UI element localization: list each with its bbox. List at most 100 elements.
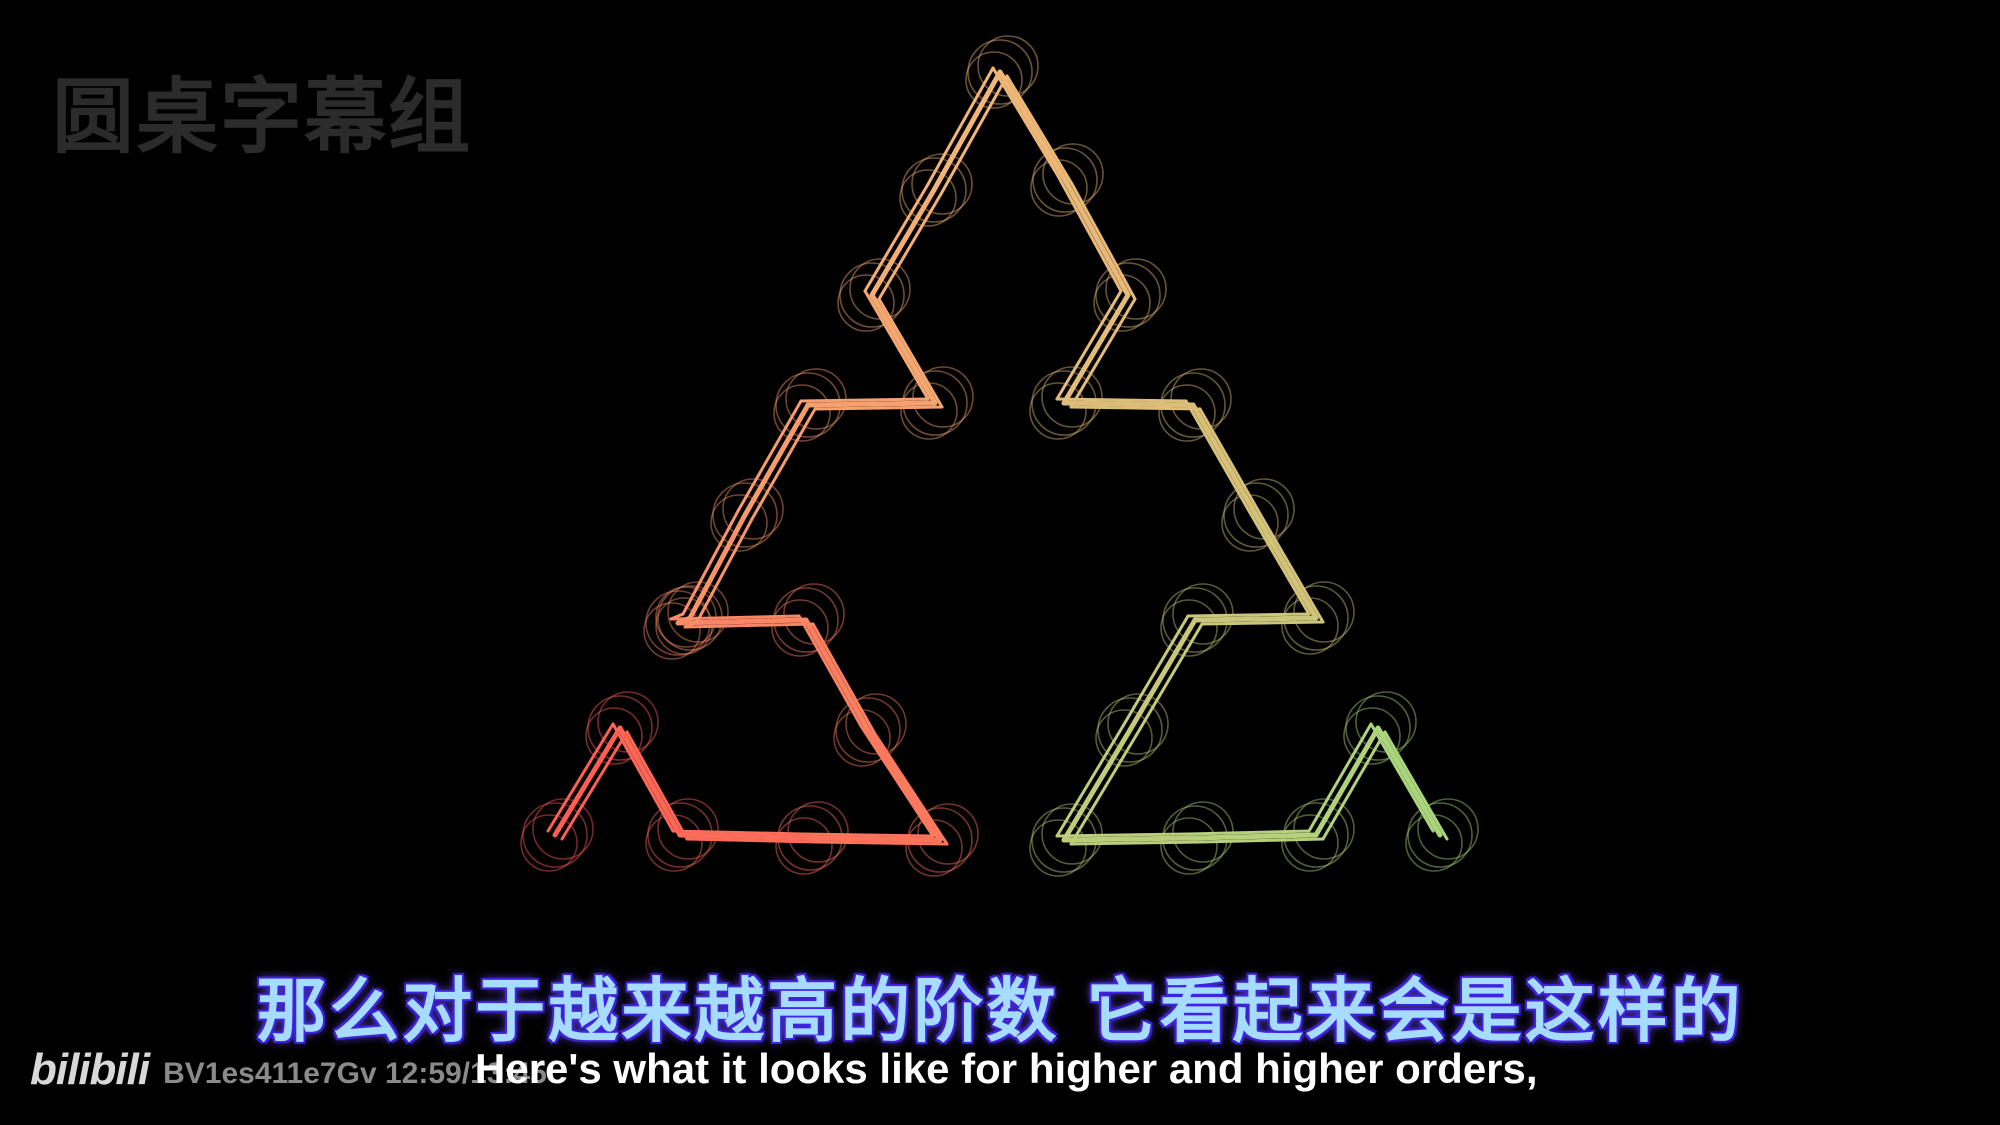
curve-segment <box>677 832 813 841</box>
curve-segment <box>1186 829 1311 836</box>
vertex-circle <box>901 157 967 223</box>
curve-segment <box>1069 297 1137 409</box>
vertex-circle <box>835 697 901 763</box>
curve-segment <box>863 184 929 293</box>
curve-segment <box>797 614 863 728</box>
curve-segment <box>863 289 930 401</box>
curve-segment <box>681 509 740 616</box>
curve-segment <box>611 722 675 833</box>
vertex-circle <box>520 814 578 872</box>
curve-segment <box>939 74 1009 196</box>
subtitle-group-watermark: 圆桌字幕组 <box>52 70 473 165</box>
curve-segment <box>750 407 817 521</box>
video-id-timestamp: BV1es411e7Gv 12:59/13:45 <box>163 1057 547 1090</box>
vertex-circle <box>912 366 974 428</box>
curve-segment <box>997 69 1068 183</box>
curve-segment <box>1307 722 1373 833</box>
vertex-circle <box>1041 366 1103 428</box>
curve-segment <box>1247 509 1311 616</box>
vertex-circle <box>1097 697 1163 763</box>
curve-segment <box>1061 400 1196 408</box>
curve-segment <box>1069 840 1204 846</box>
vertex-circle <box>771 599 829 657</box>
vertex-circle <box>1281 814 1339 872</box>
vertex-circle <box>1407 802 1473 868</box>
curve-segment <box>865 727 943 843</box>
vertex-circle <box>967 39 1033 105</box>
vertex-circle <box>1160 599 1218 657</box>
curve-segment <box>1055 289 1123 401</box>
curve-segment <box>873 732 949 846</box>
curve-segment <box>1192 832 1319 841</box>
vertex-circle <box>1095 262 1161 328</box>
vertex-circle <box>1029 382 1087 440</box>
vertex-circle <box>643 602 701 660</box>
curve-segment <box>799 397 930 403</box>
curve-segment <box>617 725 683 838</box>
curve-segment <box>813 405 944 411</box>
vertex-circle <box>1095 709 1153 767</box>
curve-segment <box>1061 727 1133 843</box>
curve-segment <box>1070 182 1137 301</box>
curve-segment <box>1061 835 1198 843</box>
vertex-circle <box>917 803 979 865</box>
curve-segment <box>1369 722 1435 833</box>
curve-segment <box>1253 512 1319 621</box>
vertex-circle <box>845 693 907 755</box>
curve-segment <box>1127 617 1198 733</box>
vertex-circle <box>1107 693 1169 755</box>
curve-segment <box>1055 724 1125 838</box>
vertex-circle <box>1223 482 1289 548</box>
curve-segment <box>1069 732 1139 846</box>
curve-segment <box>1186 612 1311 618</box>
curve-segment <box>803 617 871 733</box>
bilibili-watermark: bilibili BV1es411e7Gv 12:59/13:45 <box>30 1045 547 1095</box>
curve-segment <box>1321 730 1387 841</box>
curve-segment <box>1061 292 1131 406</box>
vertex-circle <box>1417 798 1479 860</box>
curve-segment <box>685 837 819 844</box>
vertex-circle <box>532 798 594 860</box>
vertex-circle <box>1158 384 1216 442</box>
curve-segment <box>931 69 1003 193</box>
curve-segment <box>877 192 943 301</box>
curve-segment <box>1056 174 1123 293</box>
curve-segment <box>1198 407 1265 521</box>
vertex-circle <box>657 798 719 860</box>
curve-segment <box>1375 725 1443 838</box>
vertex-circle <box>522 802 588 868</box>
vertex-circle <box>587 695 653 761</box>
curve-segment <box>811 622 877 736</box>
curve-segment <box>1313 725 1381 838</box>
vertex-circle <box>667 581 729 643</box>
vertex-circle <box>787 801 849 863</box>
curve-segment <box>815 840 949 846</box>
vertex-circle <box>585 707 643 765</box>
curve-segment <box>560 730 629 841</box>
vertex-circle <box>899 169 957 227</box>
curve-segment <box>1062 177 1131 298</box>
curve-segment <box>669 612 685 621</box>
curve-segment <box>683 622 815 629</box>
curve-segment <box>1261 517 1325 624</box>
curve-segment <box>1190 402 1259 518</box>
vertex-circle <box>965 51 1023 109</box>
curve-segment <box>1005 74 1074 186</box>
vertex-circle <box>837 274 895 332</box>
curve-segment <box>869 187 937 298</box>
vertex-circle <box>1343 707 1401 765</box>
vertex-circle <box>1160 817 1218 875</box>
curve-segment <box>552 725 623 838</box>
curve-segment <box>625 730 689 841</box>
vertex-circle <box>977 35 1039 97</box>
vertex-circle <box>1029 819 1087 877</box>
vertex-circle <box>722 478 784 540</box>
curve-segment <box>671 829 805 836</box>
curve-segment <box>1055 832 1190 838</box>
vertex-circle <box>712 482 778 548</box>
curve-segment <box>1135 622 1204 736</box>
vertex-circle <box>1293 798 1355 860</box>
curve-segment <box>1383 730 1449 841</box>
